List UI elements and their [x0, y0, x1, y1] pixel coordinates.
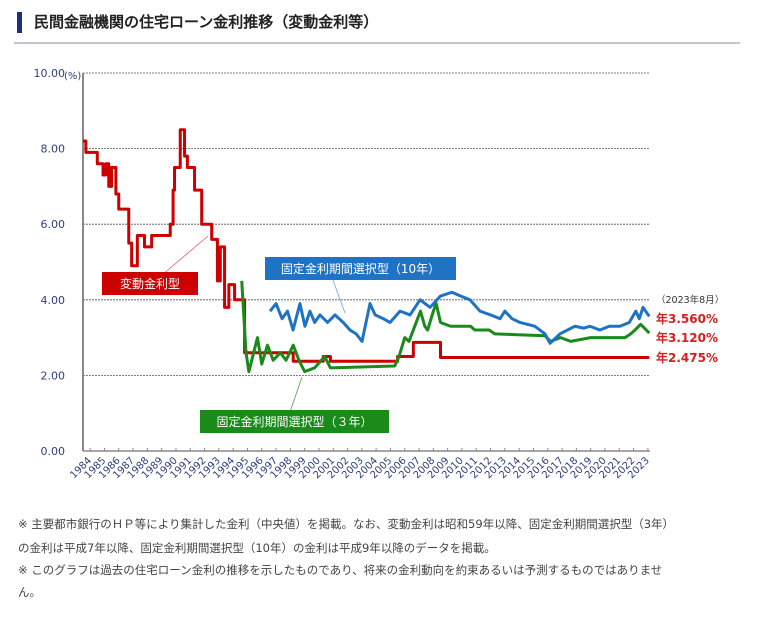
legend-3yr-label: 固定金利期間選択型（３年） [216, 414, 372, 429]
footnote-3: ※ このグラフは過去の住宅ローン金利の推移を示したものであり、将来の金利動向を約… [18, 563, 663, 577]
footnote-2: の金利は平成7年以降、固定金利期間選択型（10年）の金利は平成9年以降のデータを… [18, 541, 496, 555]
legend-variable-label: 変動金利型 [120, 276, 180, 291]
y-tick-label: 4.00 [41, 294, 66, 307]
series-line-0 [83, 128, 650, 363]
y-tick-label: 10.00 [34, 67, 66, 80]
y-tick-label: 6.00 [41, 218, 66, 231]
series-line-2 [240, 280, 651, 374]
y-tick-label: 8.00 [41, 143, 66, 156]
legend-variable-box [102, 272, 198, 295]
page-title: 民間金融機関の住宅ローン金利推移（変動金利等） [34, 13, 379, 31]
series-line-1 [268, 290, 651, 345]
legend-10yr-label: 固定金利期間選択型（10年） [281, 261, 440, 276]
footnote-4: ん。 [18, 585, 41, 599]
footnote-1: ※ 主要都市銀行のＨＰ等により集計した金利（中央値）を掲載。なお、変動金利は昭和… [18, 517, 675, 531]
end-value-label: 年3.560% [656, 311, 718, 326]
title-accent-bar [17, 12, 22, 33]
y-unit-label: (%) [64, 71, 81, 82]
y-tick-label: 0.00 [41, 445, 66, 458]
leader-line-variable [161, 235, 209, 276]
end-value-label: 年2.475% [656, 350, 718, 365]
y-tick-label: 2.00 [41, 369, 66, 382]
end-value-label: 年3.120% [656, 330, 718, 345]
leader-line-3yr [289, 376, 303, 413]
as-of-label: （2023年8月） [656, 294, 724, 306]
title-divider [14, 42, 740, 44]
legend-3yr-box [200, 410, 389, 433]
legend-10yr-box [265, 257, 456, 280]
